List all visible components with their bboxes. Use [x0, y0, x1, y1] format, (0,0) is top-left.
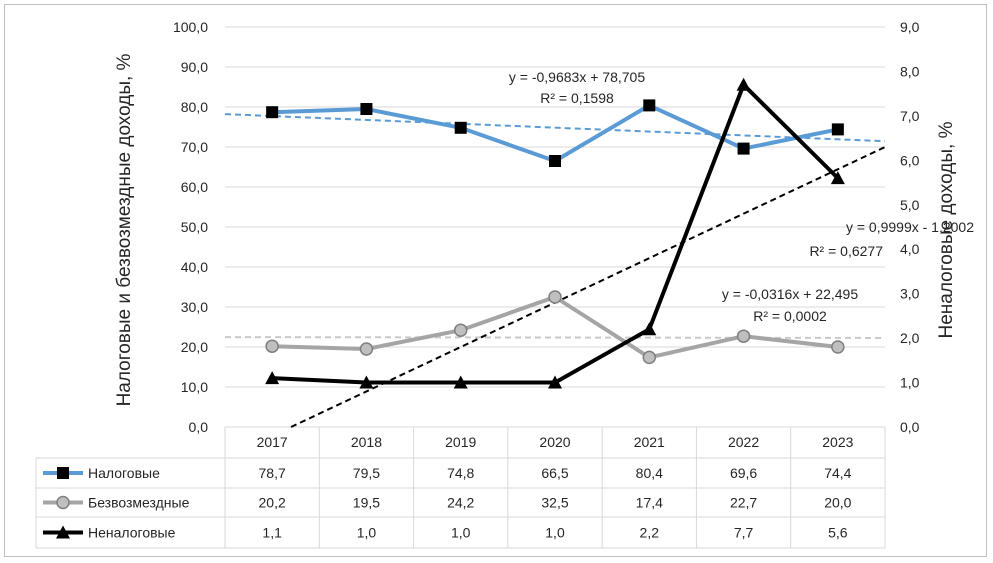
table-cell-bezvozmezdnye: 22,7 [730, 495, 757, 511]
y-left-tick-label: 80,0 [181, 99, 208, 115]
table-cell-nenalogovye: 7,7 [734, 525, 754, 541]
y-left-tick-label: 30,0 [181, 299, 208, 315]
table-cell-nalogovye: 66,5 [541, 465, 568, 481]
legend-label-nenalogovye: Неналоговые [88, 525, 176, 541]
data-point-nenalogovye [642, 322, 657, 336]
data-table: 2017 2018 2019 2020 2021 2022 2023 Налоговые 78,… [35, 427, 886, 549]
chart-frame [4, 4, 987, 557]
data-point-nenalogovye [265, 371, 280, 385]
table-cell-nenalogovye: 5,6 [828, 525, 848, 541]
table-cell-nenalogovye: 1,0 [545, 525, 565, 541]
series-line-nalogovye [272, 103, 839, 163]
legend-key-marker-bezvozmezdnye [56, 495, 70, 510]
data-point-nenalogovye [359, 375, 374, 389]
legend-label-nalogovye: Налоговые [88, 465, 160, 481]
legend-label-bezvozmezdnye: Безвозмездные [88, 495, 190, 511]
x-tick-label: 2017 [257, 434, 288, 450]
data-point-bezvozmezdnye [265, 339, 279, 353]
data-point-bezvozmezdnye [359, 342, 374, 356]
r2-nenalogovye: R² = 0,6277 [809, 243, 883, 259]
equation-nalogovye: y = -0,9683x + 78,705 [509, 69, 645, 85]
equation-nenalogovye: y = 0,9999x - 1,2002 [846, 219, 974, 235]
table-cell-nalogovye: 79,5 [353, 465, 380, 481]
y-right-tick-label: 1,0 [900, 375, 920, 391]
table-cell-bezvozmezdnye: 19,5 [353, 495, 380, 511]
legend-key-marker-nenalogovye [56, 525, 70, 539]
table-cell-nenalogovye: 1,0 [357, 525, 377, 541]
x-tick-label: 2021 [634, 434, 665, 450]
x-tick-label: 2020 [539, 434, 570, 450]
y-left-tick-label: 50,0 [181, 219, 208, 235]
data-point-nalogovye [831, 123, 844, 136]
data-point-nalogovye [454, 121, 467, 134]
y-right-tick-label: 7,0 [900, 108, 920, 124]
table-cell-nalogovye: 69,6 [730, 465, 757, 481]
y-right-tick-label: 5,0 [900, 197, 920, 213]
axis-ticks: 0,0 10,0 20,0 30,0 40,0 50,0 60,0 70,0 80,0 90,0 1… [173, 19, 920, 435]
data-point-bezvozmezdnye [831, 340, 845, 354]
y-left-tick-label: 90,0 [181, 59, 208, 75]
data-point-nalogovye [737, 142, 750, 155]
data-point-bezvozmezdnye [642, 350, 657, 365]
table-cell-bezvozmezdnye: 17,4 [636, 495, 663, 511]
data-point-nalogovye [643, 99, 656, 112]
data-point-nalogovye [266, 106, 279, 119]
y-right-tick-label: 4,0 [900, 241, 920, 257]
y-right-tick-label: 8,0 [900, 63, 920, 79]
table-cell-nalogovye: 80,4 [636, 465, 663, 481]
table-cell-nenalogovye: 1,0 [451, 525, 471, 541]
table-cell-nalogovye: 74,8 [447, 465, 474, 481]
table-cell-bezvozmezdnye: 20,2 [259, 495, 286, 511]
y-right-axis-title: Неналоговые доходы, % [936, 121, 957, 338]
trendline-nalogovye [224, 113, 886, 143]
table-cell-bezvozmezdnye: 24,2 [447, 495, 474, 511]
data-point-nenalogovye [453, 375, 468, 389]
data-point-bezvozmezdnye [736, 329, 751, 343]
data-point-nenalogovye [548, 375, 562, 389]
data-point-nenalogovye [830, 171, 845, 185]
x-tick-label: 2019 [445, 434, 476, 450]
y-left-tick-label: 60,0 [181, 179, 208, 195]
y-left-axis-title: Налоговые и безвозмездные доходы, % [114, 53, 135, 406]
x-tick-label: 2018 [351, 434, 382, 450]
r2-bezvozmezdnye: R² = 0,0002 [753, 308, 827, 324]
legend-key-marker-nalogovye [57, 467, 69, 479]
data-point-bezvozmezdnye [548, 290, 562, 304]
y-left-tick-label: 20,0 [181, 339, 208, 355]
y-right-tick-label: 6,0 [900, 152, 920, 168]
data-point-nalogovye [360, 103, 373, 115]
table-cell-bezvozmezdnye: 20,0 [824, 495, 851, 511]
data-point-nalogovye [549, 155, 561, 167]
y-right-tick-label: 2,0 [900, 330, 920, 346]
series-group [265, 77, 845, 389]
r2-nalogovye: R² = 0,1598 [540, 90, 614, 106]
y-left-tick-label: 70,0 [181, 139, 208, 155]
data-point-nenalogovye [736, 77, 751, 91]
y-right-tick-label: 3,0 [900, 286, 920, 302]
table-cell-nenalogovye: 2,2 [640, 525, 660, 541]
table-cell-nalogovye: 78,7 [259, 465, 286, 481]
equation-bezvozmezdnye: y = -0,0316x + 22,495 [722, 286, 858, 302]
series-line-bezvozmezdnye [272, 295, 839, 360]
data-point-bezvozmezdnye [453, 323, 468, 337]
trendline-bezvozmezdnye [224, 336, 886, 339]
table-cell-nalogovye: 74,4 [824, 465, 851, 481]
y-left-tick-label: 40,0 [181, 259, 208, 275]
gridlines [225, 26, 885, 428]
x-tick-label: 2022 [728, 434, 759, 450]
y-right-tick-label: 0,0 [900, 419, 920, 435]
y-left-tick-label: 100,0 [173, 19, 208, 35]
y-right-tick-label: 9,0 [900, 19, 920, 35]
table-cell-bezvozmezdnye: 32,5 [541, 495, 568, 511]
y-left-tick-label: 10,0 [181, 379, 208, 395]
table-cell-nenalogovye: 1,1 [262, 525, 282, 541]
x-tick-label: 2023 [822, 434, 853, 450]
y-left-tick-label: 0,0 [189, 419, 209, 435]
